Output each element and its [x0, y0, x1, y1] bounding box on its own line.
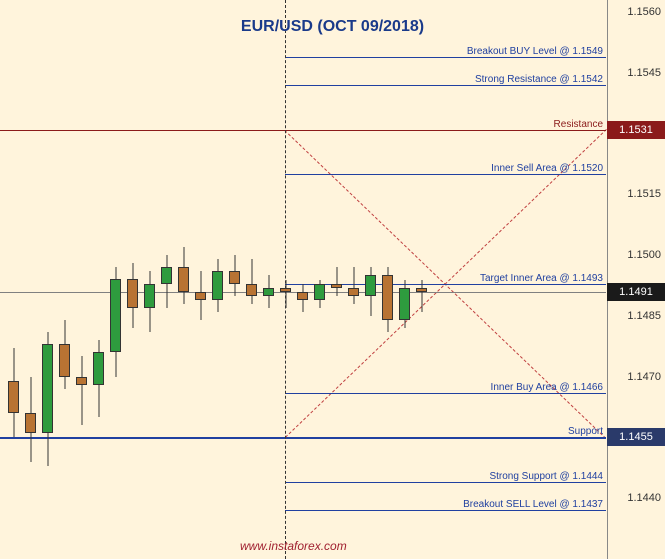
candle-body: [246, 284, 257, 296]
level-line-support: [0, 437, 606, 439]
candle-body: [331, 284, 342, 288]
candle: [382, 267, 393, 332]
candle: [110, 267, 121, 376]
candle-body: [195, 292, 206, 300]
chart-container: EUR/USD (OCT 09/2018) 1.1440 1.1455 1.1470…: [0, 0, 665, 559]
candle-body: [263, 288, 274, 296]
candle: [144, 271, 155, 332]
candle: [297, 284, 308, 312]
candle-wick: [336, 267, 337, 295]
candle-wick: [81, 356, 82, 425]
y-axis: 1.1440 1.1455 1.1470 1.1485 1.1500 1.1515 1.15…: [607, 0, 665, 559]
level-label-support: Support: [568, 426, 603, 437]
watermark: www.instaforex.com: [240, 539, 347, 553]
candle-body: [42, 344, 53, 433]
level-line-strong-support: [285, 482, 606, 483]
candle: [314, 280, 325, 308]
candle-body: [297, 292, 308, 300]
candle: [127, 263, 138, 328]
candle-body: [314, 284, 325, 300]
level-label-breakout-sell: Breakout SELL Level @ 1.1437: [463, 499, 603, 510]
y-tick-label: 1.1515: [627, 188, 661, 200]
candle-body: [127, 279, 138, 307]
level-line-breakout-buy: [285, 57, 606, 58]
price-badge-support: 1.1455: [607, 428, 665, 446]
candle-wick: [421, 280, 422, 312]
candle-body: [93, 352, 104, 384]
candle: [8, 348, 19, 437]
level-label-target-inner: Target Inner Area @ 1.1493: [480, 273, 603, 284]
y-tick-label: 1.1485: [627, 310, 661, 322]
level-label-resistance: Resistance: [554, 119, 603, 130]
candle-body: [229, 271, 240, 283]
candle-body: [382, 275, 393, 320]
candle: [365, 267, 376, 316]
candle: [161, 255, 172, 308]
candle-body: [280, 288, 291, 292]
candle: [399, 280, 410, 329]
candle-body: [8, 381, 19, 413]
y-tick-label: 1.1560: [627, 6, 661, 18]
level-label-strong-support: Strong Support @ 1.1444: [489, 471, 603, 482]
level-label-inner-buy: Inner Buy Area @ 1.1466: [491, 382, 603, 393]
candle-wick: [251, 259, 252, 304]
level-line-breakout-sell: [285, 510, 606, 511]
chart-title: EUR/USD (OCT 09/2018): [241, 18, 424, 36]
candle: [59, 320, 70, 389]
candle: [263, 275, 274, 307]
candle-body: [25, 413, 36, 433]
y-tick-label: 1.1545: [627, 67, 661, 79]
level-label-inner-sell: Inner Sell Area @ 1.1520: [491, 163, 603, 174]
level-line-inner-buy: [285, 393, 606, 394]
price-badge-resistance: 1.1531: [607, 121, 665, 139]
candle: [212, 259, 223, 312]
candle-body: [399, 288, 410, 320]
candle: [331, 267, 342, 295]
candle-body: [144, 284, 155, 308]
candle-body: [178, 267, 189, 291]
candle: [348, 267, 359, 303]
y-tick-label: 1.1500: [627, 249, 661, 261]
candle-body: [348, 288, 359, 296]
candle-body: [416, 288, 427, 292]
level-line-inner-sell: [285, 174, 606, 175]
candle-body: [365, 275, 376, 295]
candle-body: [110, 279, 121, 352]
candle: [25, 377, 36, 462]
candle-body: [161, 267, 172, 283]
candle-body: [212, 271, 223, 299]
price-badge-current-price: 1.1491: [607, 283, 665, 301]
candle: [178, 247, 189, 304]
candle: [42, 332, 53, 466]
candle-body: [59, 344, 70, 376]
candle: [416, 280, 427, 312]
level-label-breakout-buy: Breakout BUY Level @ 1.1549: [467, 46, 603, 57]
y-tick-label: 1.1440: [627, 492, 661, 504]
candle: [280, 280, 291, 308]
candle: [195, 271, 206, 320]
level-line-resistance: [0, 130, 606, 131]
level-label-strong-resistance: Strong Resistance @ 1.1542: [475, 74, 603, 85]
candle: [246, 259, 257, 304]
candle-wick: [353, 267, 354, 303]
candle-wick: [285, 280, 286, 308]
level-line-strong-resistance: [285, 85, 606, 86]
candle: [93, 340, 104, 417]
y-tick-label: 1.1470: [627, 371, 661, 383]
candle: [76, 356, 87, 425]
candle-body: [76, 377, 87, 385]
candle: [229, 255, 240, 296]
